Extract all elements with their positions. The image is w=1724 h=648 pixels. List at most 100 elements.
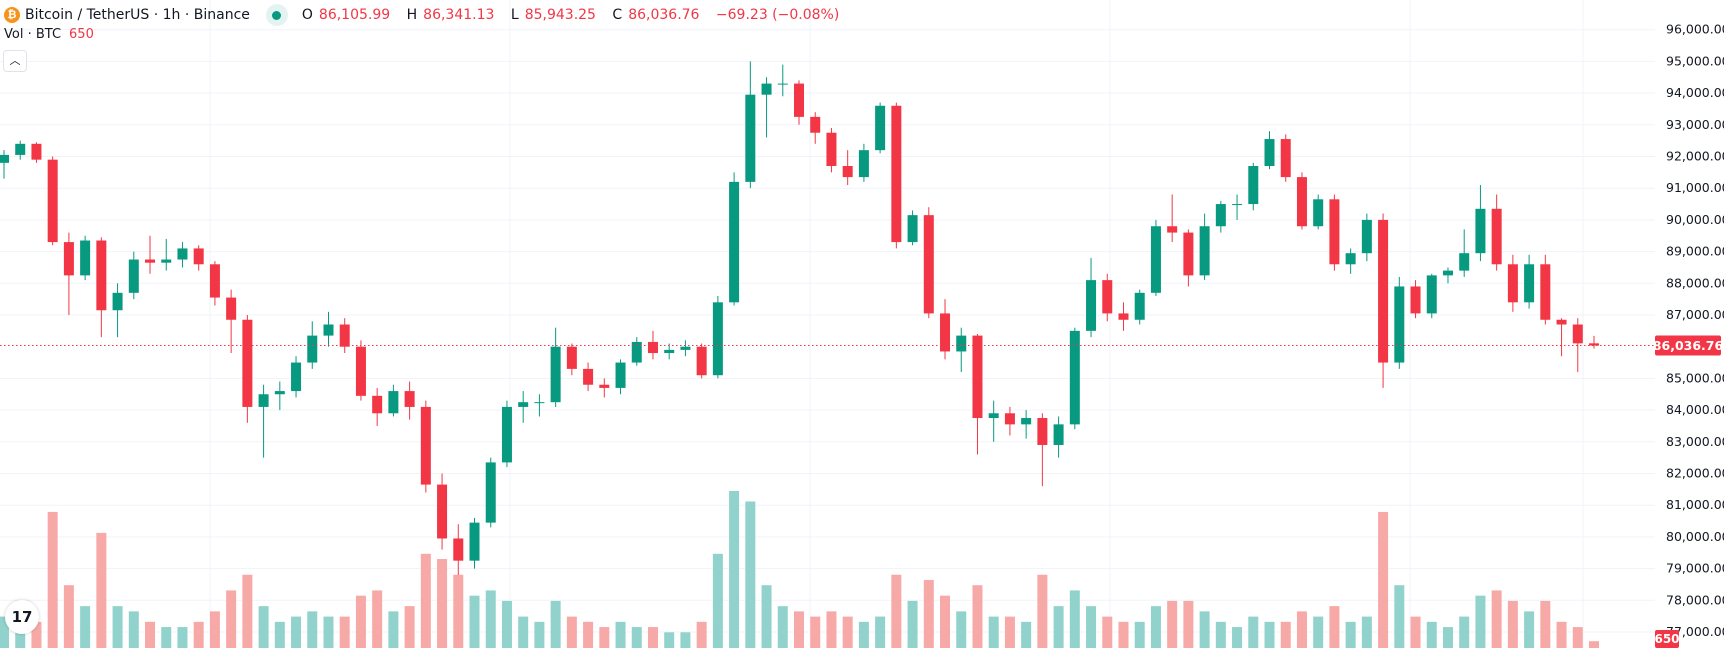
candle-body (1004, 413, 1015, 425)
volume-bar (550, 600, 561, 648)
volume-bar (1264, 621, 1275, 648)
volume-bar (647, 627, 658, 648)
volume-bar (680, 632, 691, 648)
collapse-legend-button[interactable]: ︿ (3, 50, 27, 72)
volume-bar (1313, 616, 1324, 648)
market-status-icon[interactable] (265, 4, 288, 26)
chevron-up-icon: ︿ (9, 54, 21, 67)
candle-body (858, 150, 869, 178)
volume-bar (1021, 621, 1032, 648)
candle-body (1475, 208, 1486, 254)
volume-bar (1053, 606, 1064, 648)
close-value: 86,036.76 (628, 7, 700, 23)
volume-bar (1037, 574, 1048, 648)
y-tick-label: 78,000.00 (1666, 592, 1724, 607)
candle-body (891, 105, 902, 243)
volume-bar (777, 606, 788, 648)
high-value: 86,341.13 (423, 7, 495, 23)
candle-body (729, 181, 740, 303)
candle-body (599, 384, 610, 388)
volume-bar (1248, 616, 1259, 648)
y-tick-label: 94,000.00 (1666, 85, 1724, 100)
candles (0, 61, 1599, 575)
volume-bar (1086, 606, 1097, 648)
volume-bar (1232, 627, 1243, 648)
volume-bar (1199, 611, 1210, 648)
candle-body (339, 324, 350, 347)
volume-bar (1410, 616, 1421, 648)
volume-bar (1345, 621, 1356, 648)
y-tick-label: 81,000.00 (1666, 497, 1724, 512)
y-tick-label: 88,000.00 (1666, 275, 1724, 290)
candle-body (1167, 226, 1178, 233)
candle-body (923, 215, 934, 314)
volume-bar (1167, 600, 1178, 648)
volume-bar (0, 616, 9, 648)
candle-body (323, 324, 334, 336)
candle-body (972, 335, 983, 419)
y-tick-label: 93,000.00 (1666, 117, 1724, 132)
volume-bar (1572, 627, 1583, 648)
candle-body (1410, 286, 1421, 314)
volume-bar (145, 621, 156, 648)
candle-body (1248, 166, 1259, 205)
candle-body (1134, 292, 1145, 320)
candle-body (1361, 219, 1372, 254)
volume-bar (599, 627, 610, 648)
candle-body (794, 83, 804, 117)
candle-body (1021, 418, 1032, 425)
y-tick-label: 80,000.00 (1666, 529, 1724, 544)
volume-bar (1459, 616, 1470, 648)
candle-body (501, 406, 512, 463)
volume-bar (1118, 621, 1129, 648)
bitcoin-icon: ₿ (4, 7, 20, 23)
candle-body (550, 346, 561, 403)
volume-bar (907, 600, 918, 648)
candle-body (1150, 226, 1161, 293)
candle-body (128, 259, 139, 293)
candle-body (453, 538, 464, 561)
candle-body (1232, 204, 1243, 206)
volume-bar (1004, 616, 1015, 648)
tradingview-logo[interactable]: 17 (5, 600, 39, 634)
volume-bar (696, 621, 707, 648)
volume-bar (923, 579, 934, 648)
volume-bar (940, 595, 951, 648)
y-tick-label: 87,000.00 (1666, 307, 1724, 322)
volume-bar (501, 600, 512, 648)
candle-body (1524, 264, 1535, 303)
volume-bar (891, 574, 902, 648)
volume-bar (583, 621, 594, 648)
y-tick-label: 77,000.00 (1666, 624, 1724, 639)
candle-body (258, 394, 269, 407)
symbol-title[interactable]: Bitcoin / TetherUS · 1h · Binance (25, 7, 250, 23)
price-axis[interactable]: 96,000.00 95,000.00 94,000.00 93,000.00 92,0… (1666, 22, 1724, 639)
candle-body (1199, 226, 1210, 276)
candle-body (226, 297, 237, 320)
candle-body (1215, 204, 1226, 227)
candle-body (745, 94, 756, 182)
candle-body (1037, 418, 1048, 445)
volume-bar (1329, 606, 1340, 648)
volume-bar (47, 511, 58, 648)
candle-body (988, 413, 999, 419)
volume-bar (1296, 611, 1307, 648)
volume-bar (1507, 600, 1518, 648)
candle-body (1426, 275, 1437, 314)
symbol-legend: ₿ Bitcoin / TetherUS · 1h · Binance O 86,… (4, 4, 845, 26)
candle-body (1102, 280, 1113, 314)
volume-bar (1378, 511, 1389, 648)
volume-bar (1150, 606, 1161, 648)
candle-body (291, 362, 302, 392)
candle-body (193, 248, 204, 265)
volume-bar (745, 501, 756, 648)
candle-body (1183, 232, 1194, 276)
y-tick-label: 95,000.00 (1666, 53, 1724, 68)
volume-bar (388, 611, 399, 648)
candle-body (1345, 253, 1356, 265)
candle-body (761, 83, 772, 95)
candle-body (907, 215, 918, 243)
volume-bar (242, 574, 253, 648)
candle-body (485, 462, 496, 523)
